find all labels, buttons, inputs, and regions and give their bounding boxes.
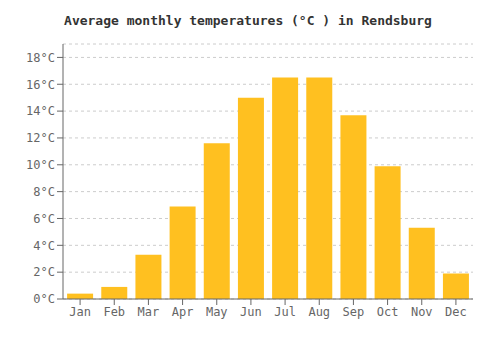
svg-text:Dec: Dec bbox=[445, 305, 467, 319]
svg-text:2°C: 2°C bbox=[33, 265, 55, 279]
html-text:Average monthly temperatures (: Average monthly temperatures (°C ) in Re… bbox=[64, 13, 432, 28]
svg-text:Mar: Mar bbox=[138, 305, 160, 319]
svg-text:Aug: Aug bbox=[308, 305, 330, 319]
svg-text:12°C: 12°C bbox=[26, 131, 55, 145]
svg-text:Feb: Feb bbox=[103, 305, 125, 319]
svg-text:Nov: Nov bbox=[411, 305, 433, 319]
svg-text:14°C: 14°C bbox=[26, 104, 55, 118]
svg-text:18°C: 18°C bbox=[26, 51, 55, 65]
svg-text:4°C: 4°C bbox=[33, 239, 55, 253]
svg-text:Sep: Sep bbox=[343, 305, 365, 319]
svg-text:May: May bbox=[206, 305, 228, 319]
svg-text:10°C: 10°C bbox=[26, 158, 55, 172]
svg-text:Jun: Jun bbox=[240, 305, 262, 319]
svg-text:8°C: 8°C bbox=[33, 185, 55, 199]
svg-text:Jan: Jan bbox=[69, 305, 91, 319]
svg-text:0°C: 0°C bbox=[33, 292, 55, 306]
svg-text:Jul: Jul bbox=[274, 305, 296, 319]
svg-text:16°C: 16°C bbox=[26, 78, 55, 92]
svg-text:Apr: Apr bbox=[172, 305, 194, 319]
svg-text:Oct: Oct bbox=[377, 305, 399, 319]
svg-text:6°C: 6°C bbox=[33, 212, 55, 226]
